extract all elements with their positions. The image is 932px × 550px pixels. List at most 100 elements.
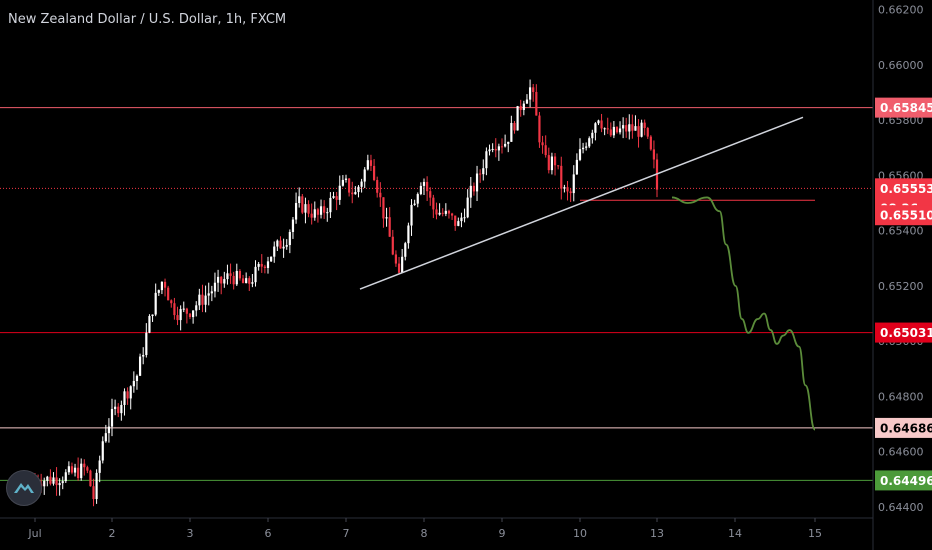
candle-body	[110, 409, 114, 427]
candle-body	[382, 197, 385, 219]
candle-body	[126, 391, 129, 399]
candle-body	[652, 149, 656, 160]
candle-body	[566, 187, 569, 192]
candle-body	[273, 246, 276, 257]
time-tick-label: 6	[265, 527, 272, 540]
time-tick-label: 7	[343, 527, 350, 540]
candles	[33, 79, 659, 507]
candle-body	[326, 212, 329, 214]
candle-body	[457, 221, 460, 226]
candle-body	[257, 263, 260, 267]
candle-body	[241, 278, 245, 284]
candle-body	[157, 290, 160, 293]
time-tick-label: 14	[728, 527, 742, 540]
candle-body	[170, 300, 173, 304]
candle-body	[341, 179, 344, 186]
time-tick-label: 8	[421, 527, 428, 540]
time-tick-label: 2	[109, 527, 116, 540]
candle-body	[507, 141, 510, 144]
candle-body	[163, 281, 167, 288]
candle-body	[185, 308, 188, 314]
candle-body	[73, 467, 77, 473]
candle-body	[532, 87, 535, 92]
candle-body	[226, 273, 229, 280]
candle-body	[43, 480, 46, 487]
candle-body	[649, 136, 652, 150]
candle-body	[254, 266, 257, 283]
candle-body	[472, 185, 476, 192]
candle-body	[560, 165, 563, 189]
chart-title: New Zealand Dollar / U.S. Dollar, 1h, FX…	[8, 12, 287, 27]
price-badges: 0.658450.650310.646860.644960.6555308:26…	[875, 97, 932, 491]
time-tick-label: 10	[573, 527, 587, 540]
candle-body	[435, 209, 438, 215]
candle-body	[581, 147, 585, 150]
candle-body	[114, 406, 117, 410]
candle-body	[319, 206, 323, 215]
candle-body	[329, 197, 332, 213]
candle-body	[482, 168, 485, 175]
candle-body	[95, 472, 98, 500]
candle-body	[569, 191, 572, 194]
candle-body	[276, 240, 279, 247]
level-price-badge-bg	[875, 322, 932, 343]
candle-body	[270, 256, 273, 262]
price-axis[interactable]: 0.644000.646000.648000.650000.652000.654…	[872, 0, 924, 550]
time-tick-label: 13	[650, 527, 664, 540]
candle-body	[207, 293, 210, 296]
candle-body	[519, 106, 522, 111]
candle-body	[176, 315, 179, 321]
time-axis[interactable]: Jul 2 3 6 7 8 9 10 13 14 15	[0, 517, 873, 540]
candle-body	[363, 169, 366, 182]
candle-body	[294, 203, 298, 220]
candle-body	[563, 187, 566, 189]
candle-body	[357, 186, 360, 193]
candle-body	[77, 467, 80, 479]
candle-body	[182, 308, 185, 310]
candle-body	[585, 146, 588, 148]
tradingview-logo-icon[interactable]	[6, 470, 42, 506]
candle-body	[67, 466, 70, 473]
candle-body	[323, 206, 326, 213]
candle-body	[117, 406, 120, 414]
candle-body	[525, 99, 529, 104]
candle-body	[625, 125, 628, 132]
candle-body	[391, 236, 394, 255]
candle-body	[213, 282, 217, 292]
price-tick-label: 0.64800	[878, 390, 924, 403]
candle-body	[145, 332, 148, 355]
candle-body	[469, 185, 472, 198]
horizontal-levels[interactable]	[0, 107, 873, 481]
candle-body	[522, 103, 525, 111]
candle-body	[107, 426, 111, 434]
level-price-badge-bg	[875, 97, 932, 118]
candle-body	[223, 279, 226, 284]
price-tick-label: 0.64400	[878, 501, 924, 514]
projection-path[interactable]	[671, 196, 816, 431]
price-tick-label: 0.66000	[878, 59, 924, 72]
candle-body	[485, 151, 488, 169]
candle-body	[173, 303, 176, 316]
candle-body	[192, 310, 195, 318]
candle-body	[622, 125, 625, 129]
candle-body	[101, 441, 104, 461]
trendline[interactable]	[359, 116, 804, 290]
candle-body	[129, 386, 132, 399]
candle-body	[279, 240, 282, 249]
candle-body	[366, 160, 369, 170]
candle-body	[454, 215, 457, 226]
candle-body	[98, 460, 101, 473]
candle-body	[288, 231, 291, 246]
candle-body	[154, 292, 157, 315]
candle-body	[410, 204, 413, 226]
candle-body	[491, 148, 494, 150]
candle-body	[138, 356, 142, 376]
drawings[interactable]	[359, 116, 816, 431]
candle-body	[179, 309, 182, 321]
candle-body	[419, 185, 422, 195]
candle-body	[379, 192, 382, 198]
candle-body	[304, 204, 307, 213]
candle-body	[388, 217, 391, 237]
